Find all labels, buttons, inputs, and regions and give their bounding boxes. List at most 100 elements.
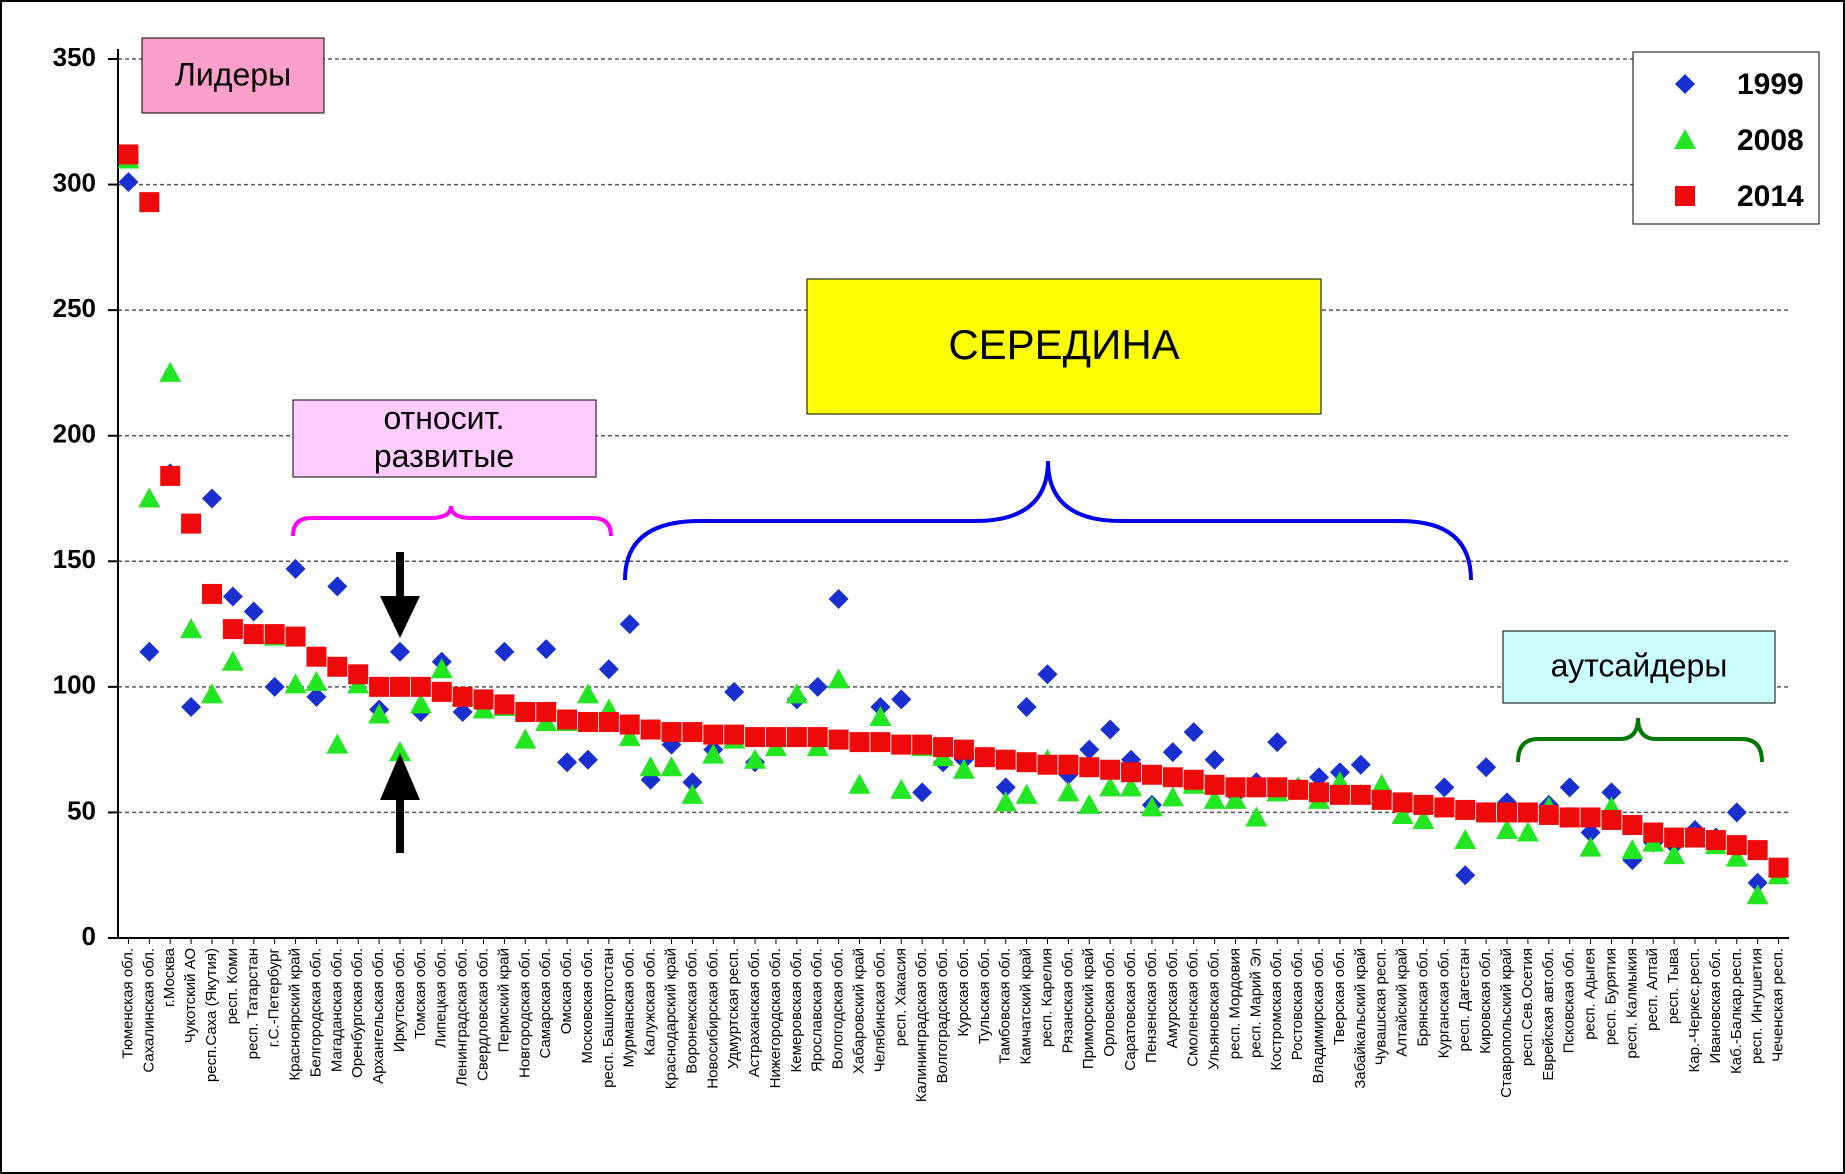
x-tick-label: респ. Коми <box>224 948 241 1024</box>
point <box>1162 742 1183 763</box>
point <box>1203 788 1226 809</box>
point <box>368 703 391 724</box>
point <box>828 588 849 609</box>
point <box>870 732 891 753</box>
x-tick-label: респ. Карелия <box>1038 948 1055 1047</box>
point <box>306 686 327 707</box>
point <box>557 709 578 730</box>
point <box>139 192 160 213</box>
point <box>452 701 473 722</box>
point <box>891 734 912 755</box>
x-tick-label: Сахалинская обл. <box>140 948 157 1073</box>
x-tick-label: Тюменская обл. <box>119 948 136 1059</box>
annotation: аутсайдеры <box>1551 647 1728 683</box>
point <box>264 624 285 645</box>
point <box>619 614 640 635</box>
point <box>1705 830 1726 851</box>
point <box>995 777 1016 798</box>
annotation: Лидеры <box>175 56 291 92</box>
point <box>1309 782 1330 803</box>
y-tick-label: 200 <box>53 419 96 449</box>
y-tick-label: 0 <box>82 921 96 951</box>
x-tick-label: Красноярский край <box>287 948 304 1081</box>
point <box>243 624 264 645</box>
x-tick-label: Костромская обл. <box>1268 948 1285 1071</box>
x-tick-label: респ.Саха (Якутия) <box>203 948 220 1082</box>
point <box>1725 846 1748 867</box>
point <box>1579 836 1602 857</box>
point <box>1037 754 1058 775</box>
x-tick-label: респ. Бурятия <box>1602 948 1619 1045</box>
x-tick-label: Забайкальский край <box>1352 948 1369 1089</box>
y-tick-label: 150 <box>53 544 96 574</box>
x-tick-label: г.Москва <box>161 947 178 1007</box>
point <box>180 618 203 639</box>
point <box>786 727 807 748</box>
brace <box>623 460 1473 581</box>
x-tick-label: респ. Алтай <box>1644 948 1661 1031</box>
point <box>1747 872 1768 893</box>
point <box>1100 719 1121 740</box>
point <box>1183 722 1204 743</box>
point <box>1015 783 1038 804</box>
brace <box>291 505 613 537</box>
point <box>912 734 933 755</box>
point <box>536 701 557 722</box>
point <box>807 727 828 748</box>
point <box>765 727 786 748</box>
point <box>159 361 182 382</box>
x-tick-label: Ярославская обл. <box>809 948 826 1072</box>
point <box>1580 807 1601 828</box>
point <box>1621 839 1644 860</box>
x-tick-label: Московская обл. <box>579 948 596 1064</box>
point <box>974 747 995 768</box>
point <box>181 513 202 534</box>
x-tick-label: Чукотский АО <box>182 948 199 1043</box>
point <box>264 676 285 697</box>
point <box>1664 827 1685 848</box>
annotation: СЕРЕДИНА <box>948 321 1179 368</box>
point <box>1643 822 1664 843</box>
legend-label: 1999 <box>1737 68 1804 101</box>
point <box>660 756 683 777</box>
point <box>1183 769 1204 790</box>
point <box>431 681 452 702</box>
point <box>1768 857 1789 878</box>
point <box>1162 767 1183 788</box>
x-tick-label: респ. Ингушетия <box>1749 948 1766 1064</box>
y-tick-label: 100 <box>53 670 96 700</box>
x-tick-label: Мурманская обл. <box>621 948 638 1067</box>
plot: 0 50 100 150 200 250 300 350 Тюменская обл. Сахал… <box>53 42 1790 1102</box>
point <box>1016 752 1037 773</box>
point <box>1517 802 1538 823</box>
point <box>557 752 578 773</box>
point <box>1746 884 1769 905</box>
x-tick-label: Новгородская обл. <box>516 948 533 1078</box>
point <box>327 656 348 677</box>
point <box>1454 829 1477 850</box>
point <box>640 719 661 740</box>
x-tick-label: Самарская обл. <box>537 948 554 1059</box>
annotation: относит. развитые <box>374 400 514 474</box>
x-tick-label: Калининградская обл. <box>913 948 930 1102</box>
x-tick-label: респ. Калмыкия <box>1623 948 1640 1059</box>
x-tick-label: Иркутская обл. <box>391 948 408 1052</box>
point <box>1099 776 1122 797</box>
x-tick-label: респ. Башкортостан <box>600 948 617 1088</box>
x-tick-label: респ.Сев.Осетия <box>1519 948 1536 1066</box>
point <box>1225 777 1246 798</box>
point <box>326 733 349 754</box>
x-tick-label: Чувашская респ. <box>1373 948 1390 1065</box>
point <box>118 144 139 165</box>
point <box>1016 696 1037 717</box>
point <box>118 172 139 193</box>
x-tick-label: Свердловская обл. <box>475 948 492 1081</box>
point <box>1245 806 1268 827</box>
point <box>1224 788 1247 809</box>
point <box>1476 757 1497 778</box>
point <box>514 728 537 749</box>
point <box>1141 764 1162 785</box>
x-tick-label: Томская обл. <box>412 948 429 1039</box>
x-tick-label: Тверская обл. <box>1331 948 1348 1045</box>
point <box>494 694 515 715</box>
